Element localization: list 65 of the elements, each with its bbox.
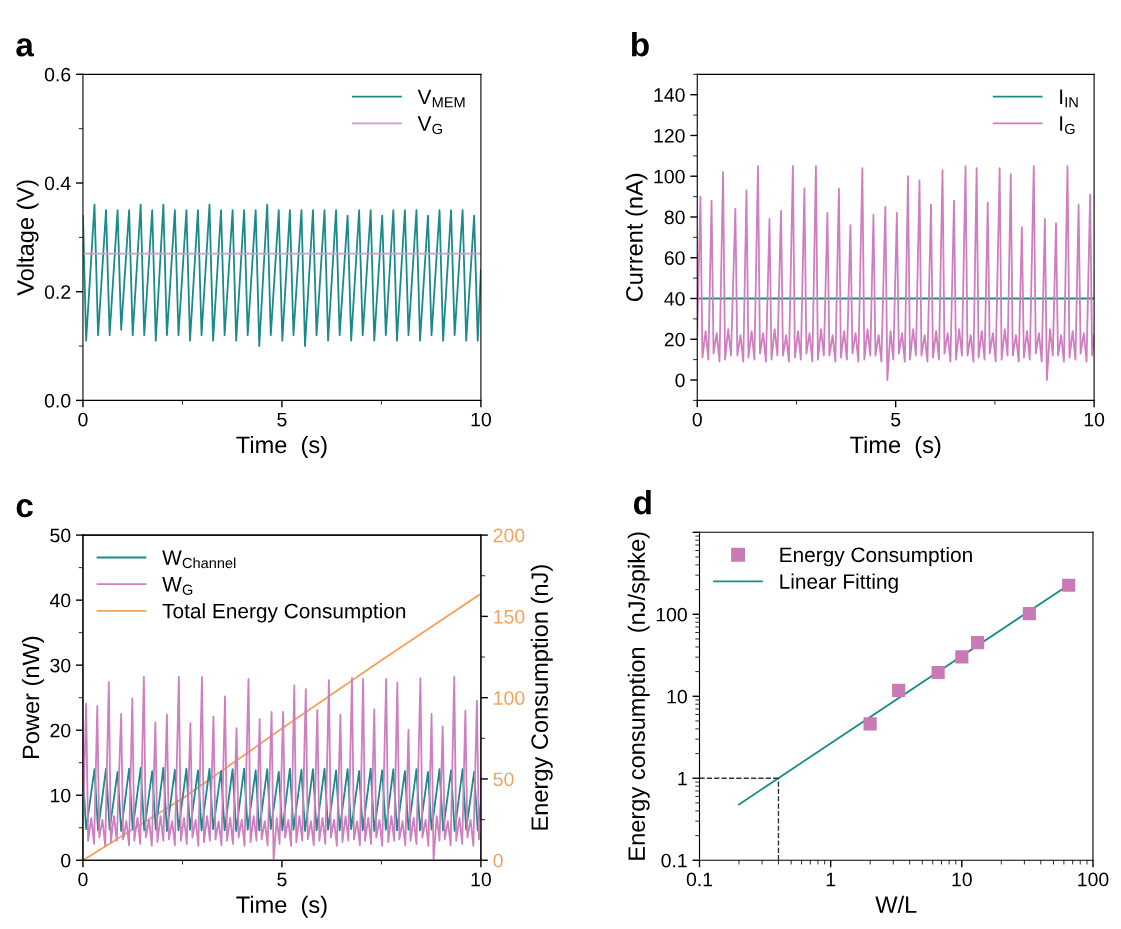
- legend-label: I$_{G}$: [1060, 116, 1075, 135]
- y2-tick-label: 0: [493, 853, 503, 868]
- legend-label: Linear Fitting: [780, 573, 898, 594]
- y-tick-label: 10: [51, 788, 71, 803]
- x-tick-label: 5: [277, 412, 287, 427]
- y-tick-label: 40: [664, 291, 685, 306]
- x-axis-title: Time (s): [236, 435, 327, 458]
- y-tick-label: 0: [61, 853, 71, 868]
- legend-label: Energy Consumption: [780, 546, 972, 567]
- y-tick-label: 0.4: [44, 176, 71, 191]
- y-axis-title: Energy consumption (nJ/spike): [627, 532, 650, 860]
- x-axis-title: Time (s): [850, 435, 941, 458]
- y2-tick-label: 200: [493, 528, 525, 543]
- y-tick-label: 50: [50, 528, 71, 543]
- x-tick-label: 10: [471, 412, 491, 427]
- y-tick-label: 0.1: [661, 853, 687, 868]
- y2-tick-label: 100: [494, 691, 525, 705]
- y2-tick-label: 50: [493, 772, 514, 787]
- y-tick-label: 0.0: [44, 393, 71, 408]
- y-axis-title: Current (nA): [625, 173, 648, 302]
- x-tick-label: 100: [1078, 872, 1109, 887]
- y-tick-label: 100: [654, 169, 685, 184]
- x-tick-label: 0: [692, 412, 702, 427]
- y2-axis-title: Energy Consumption (nJ): [530, 565, 553, 830]
- x-tick-label: 0: [78, 872, 88, 887]
- line-series: [82, 203, 481, 347]
- y-tick-label: 1: [678, 771, 687, 786]
- x-tick-label: 10: [1084, 412, 1105, 427]
- line-series: [82, 767, 481, 832]
- x-tick-label: 5: [891, 412, 901, 427]
- y-tick-label: 10: [667, 689, 687, 704]
- x-tick-label: 0: [78, 412, 88, 427]
- legend-label: V$_{G}$: [417, 116, 442, 135]
- y-tick-label: 120: [654, 128, 685, 143]
- x-tick-label: 1: [826, 872, 836, 887]
- y-tick-label: 100: [656, 607, 687, 622]
- x-tick-label: 0.1: [686, 872, 713, 887]
- chart-title: b: [632, 32, 649, 57]
- y-tick-label: 80: [664, 210, 685, 225]
- legend-label: Total Energy Consumption: [162, 603, 406, 623]
- x-tick-label: 10: [952, 872, 972, 887]
- y-tick-label: 20: [664, 332, 685, 347]
- x-axis-title: W/L: [875, 895, 917, 914]
- legend-label: V$_{MEM}$: [417, 89, 465, 108]
- chart-title: a: [16, 38, 35, 57]
- legend-label: I$_{IN}$: [1060, 89, 1078, 108]
- legend-label: W$_{Channel}$: [162, 550, 236, 569]
- legend-label: W$_{G}$: [162, 577, 193, 595]
- y-tick-label: 0: [675, 373, 685, 388]
- y-tick-label: 20: [50, 723, 71, 738]
- y-axis-title: Voltage (V): [16, 180, 39, 296]
- y-tick-label: 0.2: [44, 285, 71, 299]
- y-axis-title: Power (nW): [21, 636, 44, 759]
- line-series: [697, 165, 1095, 381]
- y-tick-label: 30: [50, 658, 71, 673]
- x-axis-title: Time (s): [236, 895, 327, 918]
- y-tick-label: 140: [654, 88, 685, 102]
- y-tick-label: 40: [49, 593, 71, 608]
- y-tick-label: 60: [664, 251, 685, 265]
- y-tick-label: 0.6: [44, 67, 71, 82]
- x-tick-label: 5: [277, 872, 287, 887]
- chart-title: c: [16, 499, 33, 518]
- chart-title: d: [633, 489, 651, 515]
- y2-tick-label: 150: [494, 609, 525, 624]
- x-tick-label: 10: [471, 872, 491, 887]
